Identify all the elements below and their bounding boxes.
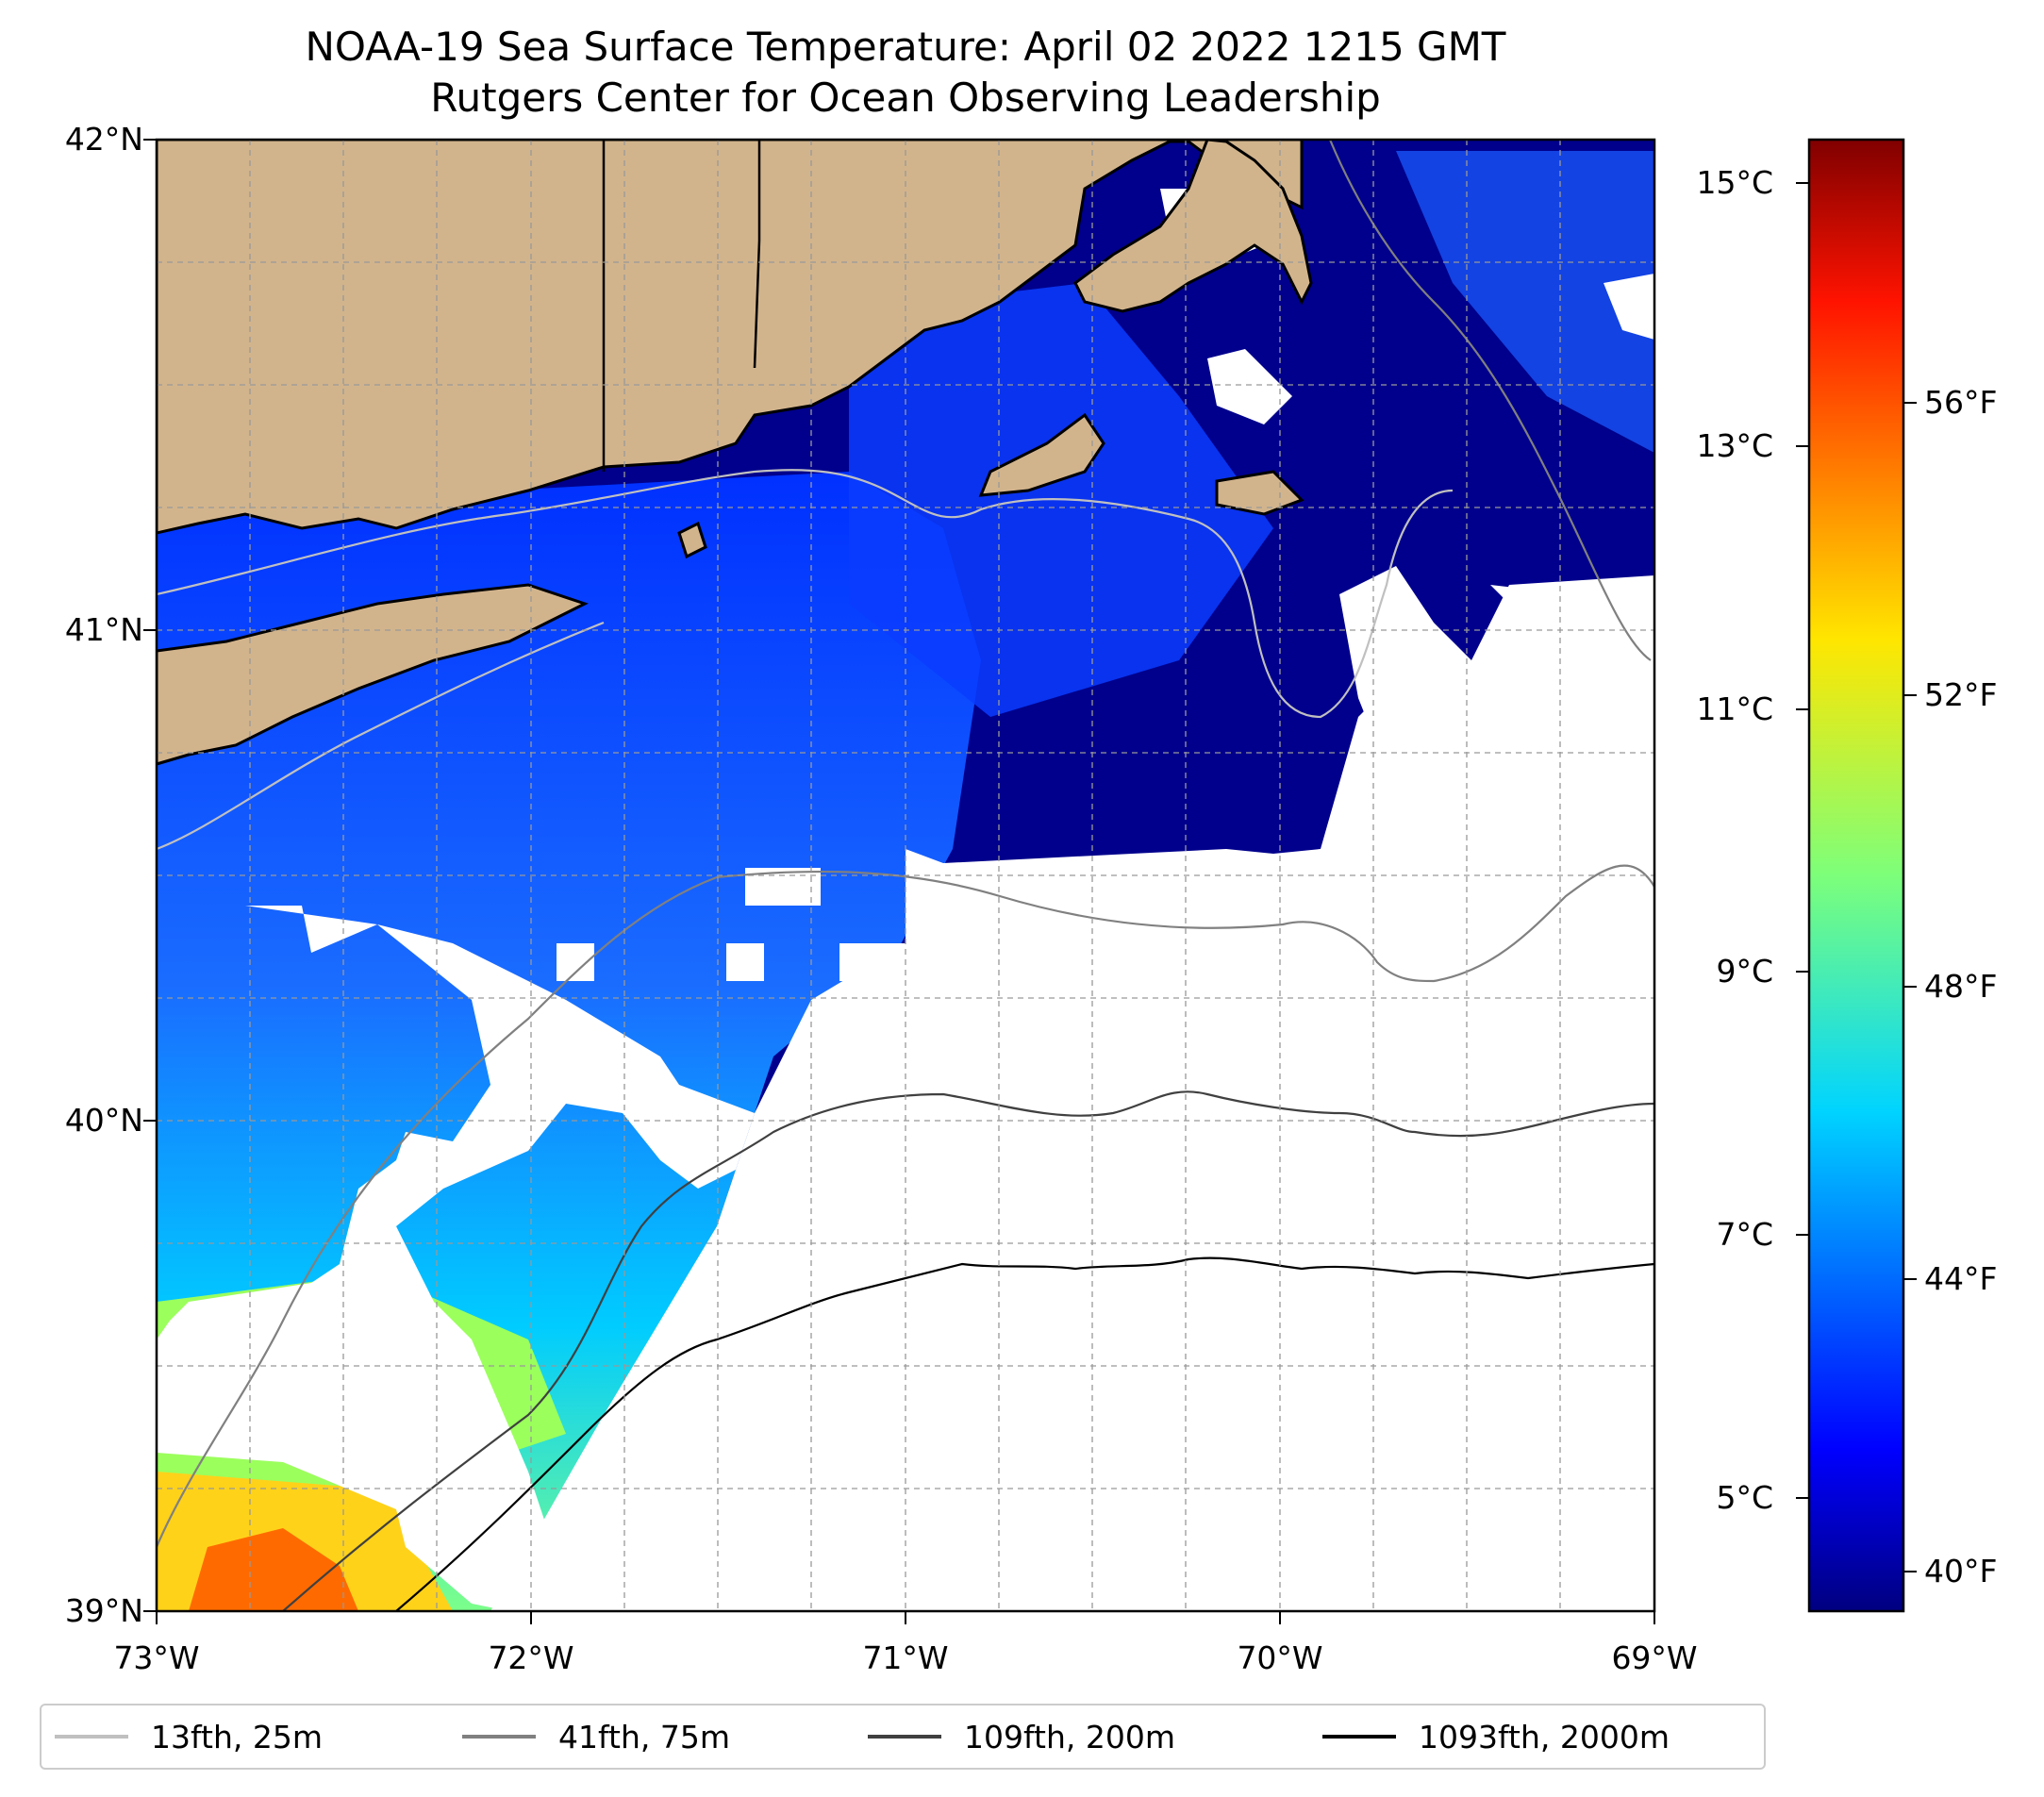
legend-swatch	[462, 1735, 536, 1739]
cloud-mask	[839, 943, 915, 981]
cloud-mask	[1490, 585, 1654, 717]
lat-tick-label: 42°N	[64, 121, 143, 158]
colorbar-celsius-label: 11°C	[1696, 691, 1773, 727]
lon-tick-label: 71°W	[862, 1639, 949, 1676]
isobath-2000m	[395, 1256, 1654, 1611]
lon-tick-label: 70°W	[1237, 1639, 1323, 1676]
colorbar-fahrenheit-label: 40°F	[1924, 1553, 1998, 1589]
cloud-mask	[490, 679, 1654, 1611]
cloud-mask	[1604, 274, 1654, 340]
chart-title-line1: NOAA-19 Sea Surface Temperature: April 0…	[305, 24, 1506, 70]
lon-tick-label: 69°W	[1611, 1639, 1698, 1676]
hot-water-sst	[189, 1528, 358, 1611]
colorbar-celsius-label: 5°C	[1716, 1479, 1773, 1516]
colorbar-ticks	[1796, 182, 1917, 1572]
colorbar-celsius-label: 15°C	[1696, 164, 1773, 201]
legend-item-25m: 13fth, 25m	[55, 1705, 323, 1768]
colorbar-fahrenheit-label: 48°F	[1924, 968, 1998, 1005]
northeast-water-sst	[1396, 151, 1654, 453]
map-gridlines	[157, 140, 1654, 1611]
isobath-200m	[282, 1090, 1654, 1611]
colorbar-fahrenheit-label: 44°F	[1924, 1260, 1998, 1297]
legend-swatch	[868, 1735, 941, 1739]
cloud-mask	[157, 906, 755, 1611]
legend-label: 41fth, 75m	[558, 1718, 730, 1755]
cloud-mask	[726, 943, 764, 981]
colorbar-celsius-label: 9°C	[1716, 953, 1773, 990]
long-island-land	[157, 583, 589, 766]
legend-item-200m: 109fth, 200m	[868, 1705, 1175, 1768]
legend-swatch	[1322, 1735, 1396, 1739]
isobath-legend: 13fth, 25m 41fth, 75m 109fth, 200m 1093f…	[40, 1704, 1766, 1770]
cape-cod-land	[1073, 140, 1313, 313]
colorbar-celsius-label: 13°C	[1696, 427, 1773, 464]
legend-swatch	[55, 1735, 128, 1739]
lon-tick-label: 72°W	[488, 1639, 574, 1676]
colorbar-fahrenheit-label: 56°F	[1924, 384, 1998, 421]
lon-tick-label: 73°W	[113, 1639, 200, 1676]
isobath-25m	[157, 469, 1454, 851]
lat-tick-label: 39°N	[64, 1592, 143, 1629]
legend-label: 1093fth, 2000m	[1419, 1718, 1670, 1755]
colorbar-fahrenheit-label: 52°F	[1924, 676, 1998, 713]
new-england-land	[157, 140, 1304, 535]
lat-tick-label: 40°N	[64, 1102, 143, 1139]
lat-tick-label: 41°N	[64, 611, 143, 648]
legend-label: 13fth, 25m	[151, 1718, 323, 1755]
isobath-75m	[157, 140, 1654, 1548]
axis-ticks	[143, 139, 1655, 1624]
cloud-mask	[1339, 566, 1471, 745]
cloud-mask	[557, 943, 594, 981]
colorbar	[1807, 138, 1905, 1613]
chart-title-line2: Rutgers Center for Ocean Observing Leade…	[430, 75, 1381, 121]
block-island-land	[677, 521, 707, 559]
cloud-mask	[1207, 349, 1292, 424]
legend-item-2000m: 1093fth, 2000m	[1322, 1705, 1670, 1768]
legend-item-75m: 41fth, 75m	[462, 1705, 730, 1768]
marthas-vineyard-land	[978, 412, 1105, 497]
colorbar-celsius-label: 7°C	[1716, 1216, 1773, 1253]
legend-label: 109fth, 200m	[964, 1718, 1175, 1755]
